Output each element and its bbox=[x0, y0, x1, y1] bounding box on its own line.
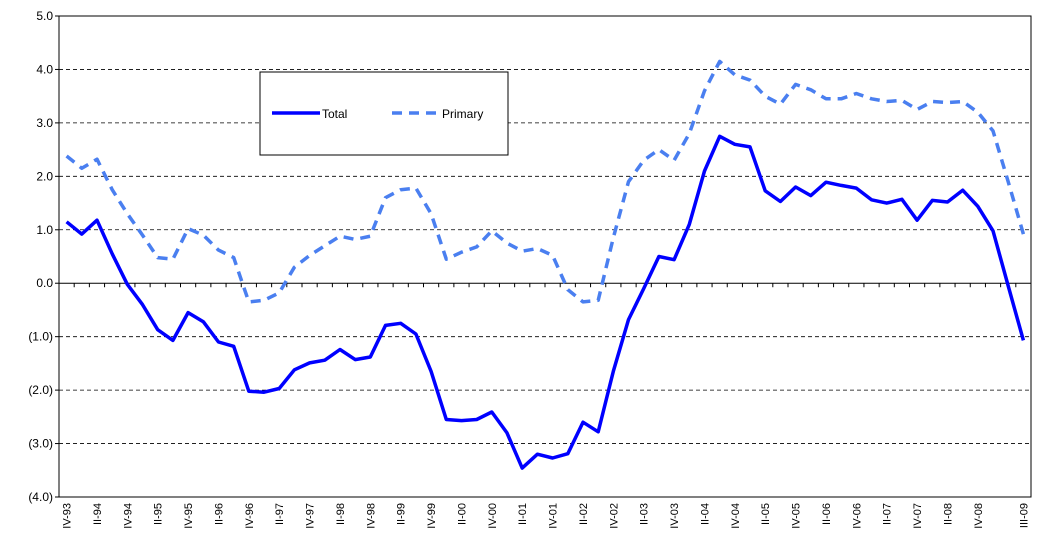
x-tick-label: II-96 bbox=[213, 503, 225, 525]
y-tick-label: (4.0) bbox=[28, 490, 53, 504]
x-tick-label: IV-03 bbox=[669, 503, 681, 529]
x-tick-label: IV-00 bbox=[487, 503, 499, 529]
x-tick-label: IV-07 bbox=[912, 503, 924, 529]
plot-border bbox=[58, 15, 1032, 498]
data-line bbox=[65, 59, 1026, 304]
legend-label: Total bbox=[322, 107, 347, 121]
x-tick-label: IV-02 bbox=[608, 503, 620, 529]
x-tick-label: IV-06 bbox=[851, 503, 863, 529]
x-tick-label: IV-94 bbox=[122, 503, 134, 529]
x-tick-label: IV-93 bbox=[62, 503, 74, 529]
data-line bbox=[65, 134, 1026, 470]
x-tick-label: II-02 bbox=[578, 503, 590, 525]
x-tick-label: II-98 bbox=[335, 503, 347, 525]
x-tick-label: II-03 bbox=[639, 503, 651, 525]
plot-area bbox=[59, 16, 1031, 497]
x-tick-label: IV-96 bbox=[244, 503, 256, 529]
x-tick-label: II-06 bbox=[821, 503, 833, 525]
x-tick-label: IV-08 bbox=[973, 503, 985, 529]
x-tick-label: II-97 bbox=[274, 503, 286, 525]
y-tick-label: (2.0) bbox=[28, 383, 53, 397]
y-tick-label: 4.0 bbox=[36, 62, 53, 76]
y-tick-label: (1.0) bbox=[28, 330, 53, 344]
x-tick-label: III-09 bbox=[1018, 503, 1030, 528]
legend-label: Primary bbox=[442, 107, 483, 121]
y-tick-label: (3.0) bbox=[28, 437, 53, 451]
x-tick-label: II-04 bbox=[699, 503, 711, 525]
x-tick-label: II-05 bbox=[760, 503, 772, 525]
y-tick-label: 1.0 bbox=[36, 223, 53, 237]
y-tick-label: 0.0 bbox=[36, 276, 53, 290]
x-tick-label: IV-95 bbox=[183, 503, 195, 529]
y-tick-label: 3.0 bbox=[36, 116, 53, 130]
x-tick-label: IV-04 bbox=[730, 503, 742, 529]
x-tick-label: II-00 bbox=[456, 503, 468, 525]
x-tick-label: IV-97 bbox=[305, 503, 317, 529]
y-tick-label: 5.0 bbox=[36, 9, 53, 23]
y-tick-label: 2.0 bbox=[36, 169, 53, 183]
x-tick-label: II-07 bbox=[882, 503, 894, 525]
x-tick-label: II-95 bbox=[153, 503, 165, 525]
x-tick-label: II-94 bbox=[92, 503, 104, 525]
x-tick-label: IV-01 bbox=[548, 503, 560, 529]
x-tick-label: IV-99 bbox=[426, 503, 438, 529]
x-tick-label: IV-05 bbox=[791, 503, 803, 529]
x-tick-label: IV-98 bbox=[365, 503, 377, 529]
x-tick-label: II-08 bbox=[942, 503, 954, 525]
x-tick-label: II-99 bbox=[396, 503, 408, 525]
x-tick-label: II-01 bbox=[517, 503, 529, 525]
